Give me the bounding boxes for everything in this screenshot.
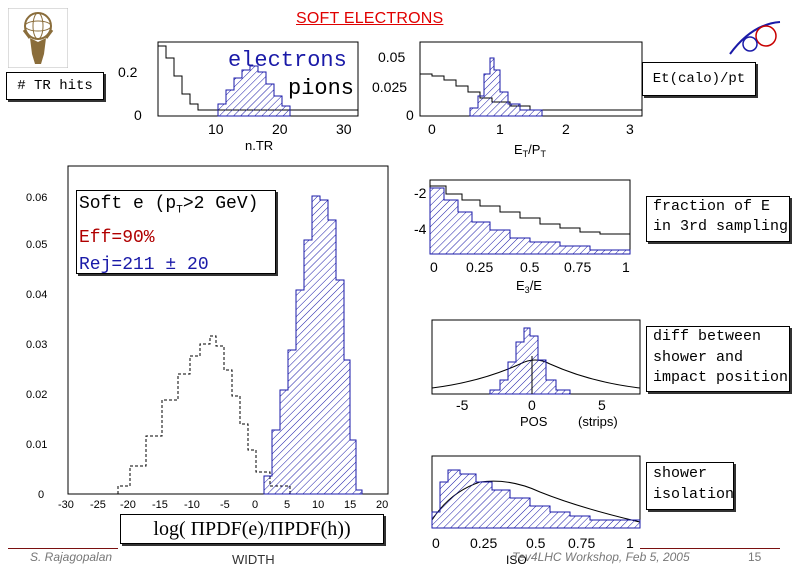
shower-isolation-label: shower isolation: [646, 462, 734, 510]
e3-e-xtick-0.5: 0.5: [520, 259, 540, 275]
likelihood-xtick-10: 10: [312, 499, 324, 511]
et-pt-ytick-zero: 0: [406, 107, 414, 123]
fraction-e-line1: fraction of E: [653, 198, 771, 215]
likelihood-xtick-0: 0: [252, 499, 258, 511]
likelihood-ytick-0.02: 0.02: [26, 389, 47, 401]
iso-xtick-1: 1: [626, 535, 634, 551]
pos-xtick-0: 0: [528, 397, 536, 413]
e3-e-pion-line: [430, 185, 630, 235]
iso-xtick-0.25: 0.25: [470, 535, 497, 551]
fraction-e-label: fraction of E in 3rd sampling: [646, 196, 790, 242]
ntr-xlabel: n.TR: [245, 138, 273, 153]
e3-e-xtick-0: 0: [430, 259, 438, 275]
tr-hits-label: # TR hits: [6, 72, 104, 100]
fraction-e-line2: in 3rd sampling: [653, 218, 789, 235]
ntr-xtick-20: 20: [272, 121, 288, 137]
likelihood-xtick--5: -5: [220, 499, 230, 511]
shower-line1: shower: [653, 465, 708, 482]
iso-histogram: 0 0.25 0.5 0.75 1 ISO: [431, 455, 641, 567]
soft-e-summary: Soft e (pT>2 GeV) Eff=90% Rej=211 ± 20: [76, 190, 276, 275]
pos-electron-hist: [489, 327, 571, 395]
log-pdf-label: log( ΠPDF(e)/ΠPDF(h)): [120, 514, 384, 544]
diff-line1: diff between: [653, 328, 762, 345]
footer-page-number: 15: [748, 550, 762, 564]
e3-e-electron-hist: [429, 187, 631, 255]
et-pt-ytick-high: 0.05: [378, 49, 405, 65]
pos-xlabel: POS: [520, 414, 548, 429]
likelihood-ytick-0.01: 0.01: [26, 439, 47, 451]
e3-e-xtick-0.25: 0.25: [466, 259, 493, 275]
ntr-ytick-zero: 0: [134, 107, 142, 123]
likelihood-xtick-20: 20: [376, 499, 388, 511]
cern-logo: [720, 18, 784, 58]
likelihood-xtick--25: -25: [90, 499, 106, 511]
ntr-xtick-10: 10: [208, 121, 224, 137]
efficiency: Eff=90%: [79, 227, 155, 248]
legend-pions: pions: [288, 76, 355, 101]
likelihood-ytick-0.06: 0.06: [26, 192, 47, 204]
shower-line2: isolation: [653, 486, 735, 503]
et-pt-pion-line: [420, 73, 642, 111]
iso-xtick-0: 0: [432, 535, 440, 551]
et-pt-ytick-mid: 0.025: [372, 79, 407, 95]
iso-electron-hist: [431, 469, 641, 529]
ntr-electron-hist: [217, 65, 291, 117]
iso-xlabel: ISO: [506, 553, 527, 567]
footer-author: S. Rajagopalan: [30, 550, 113, 564]
diff-line3: impact position: [653, 369, 789, 386]
likelihood-ytick-0.04: 0.04: [26, 289, 47, 301]
e3-e-xlabel: E3/E: [516, 278, 542, 295]
e3-e-xtick-1: 1: [622, 259, 630, 275]
iso-xtick-0.75: 0.75: [568, 535, 595, 551]
footer-rule-left: [8, 548, 118, 549]
likelihood-xtick--20: -20: [120, 499, 136, 511]
et-pt-xtick-3: 3: [626, 121, 634, 137]
pos-histogram: -5 0 5 POS (strips): [431, 319, 641, 429]
et-pt-xtick-1: 1: [496, 121, 504, 137]
et-pt-xtick-2: 2: [562, 121, 570, 137]
pos-xtick--5: -5: [456, 397, 469, 413]
likelihood-electron-hist: [263, 195, 363, 495]
et-pt-histogram: 0.05 0.025 0 0 1 2 3 ET/PT: [372, 41, 643, 159]
likelihood-pion-hist: [117, 335, 291, 494]
likelihood-xtick-15: 15: [344, 499, 356, 511]
et-calo-pt-label: Et(calo)/pt: [642, 62, 756, 96]
likelihood-xtick--30: -30: [58, 499, 74, 511]
e3-e-ytick--4: -4: [414, 221, 427, 237]
likelihood-histogram: 0.06 0.05 0.04 0.03 0.02 0.01 0 -30 -25 …: [26, 165, 389, 567]
iso-xtick-0.5: 0.5: [526, 535, 546, 551]
likelihood-xtick--10: -10: [184, 499, 200, 511]
diff-label: diff between shower and impact position: [646, 326, 790, 392]
likelihood-xtick--15: -15: [152, 499, 168, 511]
likelihood-ytick-0: 0: [38, 489, 44, 501]
rejection: Rej=211 ± 20: [79, 254, 209, 275]
ntr-histogram: 0.2 0 10 20 30 n.TR: [118, 41, 359, 153]
footer-rule-right: [640, 548, 780, 549]
pos-xlabel-note: (strips): [578, 414, 618, 429]
ntr-ytick-high: 0.2: [118, 64, 138, 80]
atlas-logo: [8, 8, 68, 68]
slide-title: SOFT ELECTRONS: [296, 10, 444, 27]
pos-xtick-5: 5: [598, 397, 606, 413]
e3-e-histogram: -2 -4 0 0.25 0.5 0.75 1 E3/E: [414, 179, 631, 295]
et-pt-electron-hist: [469, 57, 543, 117]
ntr-pion-line: [158, 45, 358, 111]
likelihood-width-label: WIDTH: [232, 552, 275, 567]
footer-event: Tev4LHC Workshop, Feb 5, 2005: [512, 550, 690, 564]
e3-e-ytick--2: -2: [414, 185, 427, 201]
e3-e-xtick-0.75: 0.75: [564, 259, 591, 275]
likelihood-xtick-5: 5: [284, 499, 290, 511]
et-pt-xlabel: ET/PT: [514, 142, 546, 159]
ntr-xtick-30: 30: [336, 121, 352, 137]
soft-e-cut: Soft e (pT>2 GeV): [79, 194, 259, 217]
legend-electrons: electrons: [228, 48, 347, 73]
et-pt-xtick-0: 0: [428, 121, 436, 137]
likelihood-ytick-0.03: 0.03: [26, 339, 47, 351]
diff-line2: shower and: [653, 348, 744, 366]
likelihood-ytick-0.05: 0.05: [26, 239, 47, 251]
